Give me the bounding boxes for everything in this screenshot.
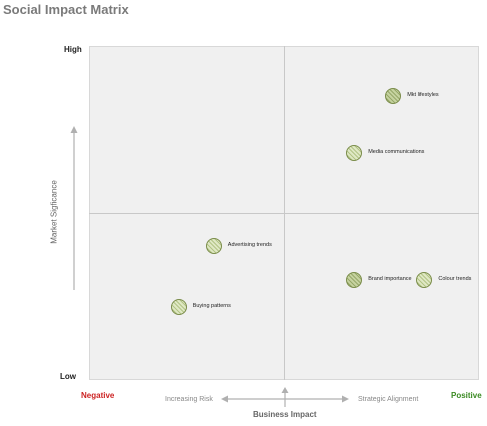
point-label: Buying patterns	[192, 302, 231, 309]
x-left-hint: Increasing Risk	[165, 396, 213, 403]
y-high-label: High	[64, 45, 82, 54]
point-bubble	[385, 88, 402, 105]
horizontal-divider	[89, 213, 479, 214]
point-bubble	[205, 238, 222, 255]
x-axis-title: Business Impact	[253, 410, 317, 419]
point-label: Mkt lifestyles	[407, 92, 439, 99]
y-axis-arrow-head	[70, 126, 78, 133]
point-bubble	[416, 271, 433, 288]
x-positive-label: Positive	[451, 391, 482, 400]
point-bubble	[346, 144, 363, 161]
point-bubble	[346, 271, 363, 288]
point-label: Brand importance	[368, 275, 412, 282]
x-negative-label: Negative	[81, 391, 115, 400]
x-axis-center-head	[281, 387, 289, 393]
page-title: Social Impact Matrix	[3, 2, 129, 17]
x-right-hint: Strategic Alignment	[358, 396, 419, 403]
point-label: Colour trends	[438, 275, 472, 282]
x-axis-arrow-left-head	[221, 395, 228, 403]
y-low-label: Low	[60, 372, 76, 381]
x-axis-arrow-right-head	[342, 395, 349, 403]
point-bubble	[170, 298, 187, 315]
point-label: Advertising trends	[227, 242, 272, 249]
point-label: Media communications	[368, 148, 425, 155]
